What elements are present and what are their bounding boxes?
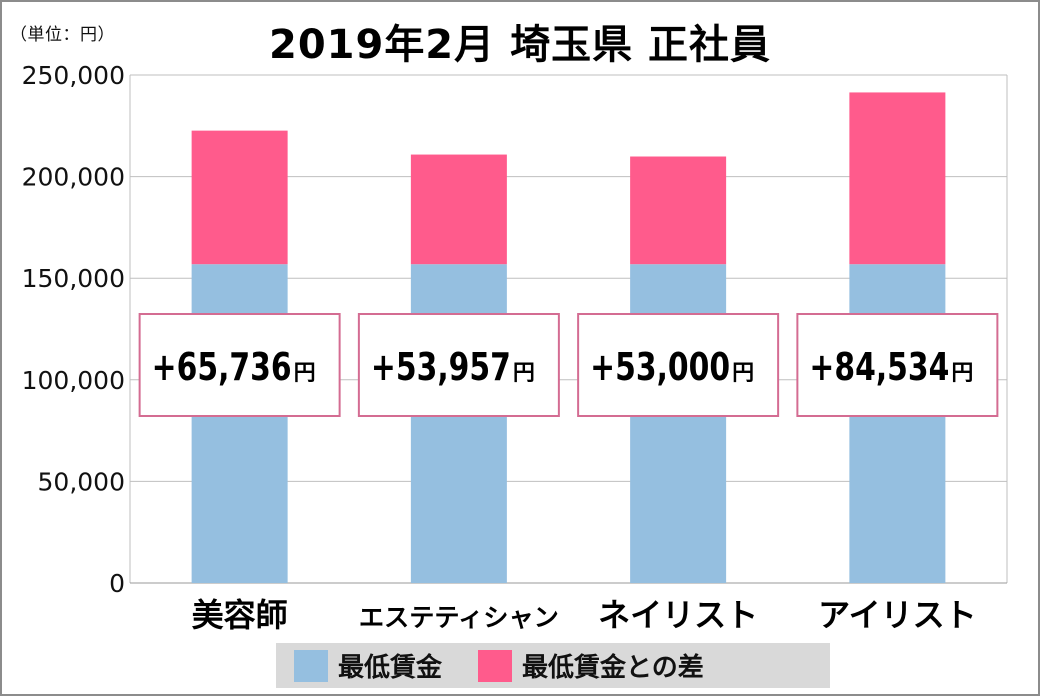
y-tick-label: 150,000 — [22, 264, 125, 293]
x-tick-label: 美容師 — [192, 596, 288, 634]
legend-label-diff: 最低賃金との差 — [522, 653, 704, 683]
data-label: +84,534円 — [809, 345, 973, 389]
data-label: +53,000円 — [590, 345, 754, 389]
legend-item-base: 最低賃金 — [294, 647, 442, 684]
data-label-box — [138, 313, 341, 417]
data-label: +65,736円 — [152, 345, 316, 389]
data-label-box — [577, 313, 780, 417]
legend-item-diff: 最低賃金との差 — [478, 647, 704, 684]
x-tick-label: ネイリスト — [598, 596, 758, 634]
legend-label-base: 最低賃金 — [338, 653, 443, 683]
y-tick-label: 50,000 — [38, 467, 125, 496]
unit-label: （単位：円） — [10, 25, 115, 45]
y-tick-label: 200,000 — [22, 163, 125, 192]
bar-diff — [191, 130, 288, 265]
x-tick-label: アイリスト — [818, 596, 976, 634]
bar-base — [849, 264, 946, 583]
bar-base — [191, 264, 288, 583]
bar-diff — [630, 156, 727, 265]
y-tick-label: 100,000 — [22, 366, 125, 395]
y-tick-label: 250,000 — [22, 61, 125, 90]
legend-swatch-diff — [478, 649, 513, 682]
chart-title: 2019年2月 埼玉県 正社員 — [268, 22, 771, 68]
legend: 最低賃金 最低賃金との差 — [276, 643, 830, 688]
bar-base — [410, 264, 507, 583]
data-label: +53,957円 — [371, 345, 535, 389]
legend-swatch-base — [294, 649, 328, 682]
bar-diff — [410, 154, 507, 265]
y-tick-label: 0 — [109, 569, 125, 598]
bar-base — [630, 264, 727, 583]
data-label-box — [357, 313, 560, 417]
x-tick-label: エステティシャン — [359, 603, 559, 632]
data-label-box — [796, 313, 999, 417]
bar-diff — [849, 92, 946, 265]
